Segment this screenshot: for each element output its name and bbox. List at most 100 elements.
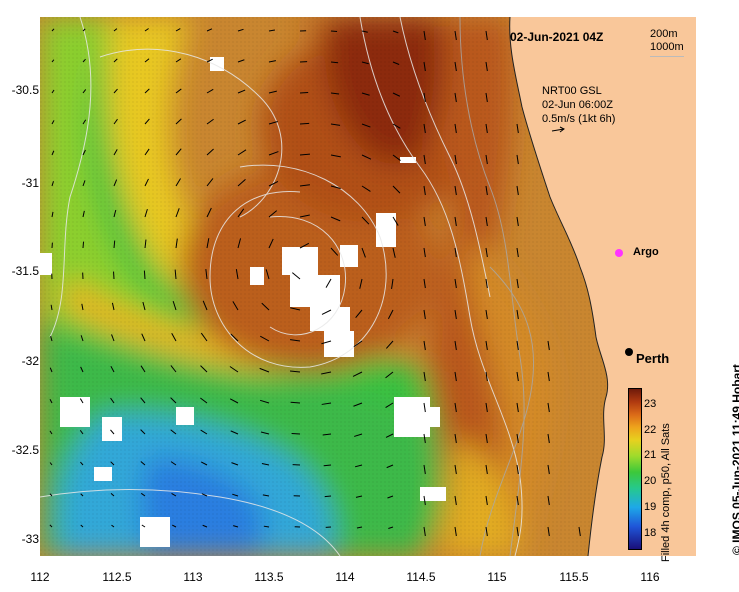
current-vector <box>110 365 115 373</box>
current-vector <box>140 492 146 497</box>
current-vector <box>111 524 115 528</box>
current-vector <box>392 185 401 194</box>
current-vector <box>385 433 394 438</box>
perth-marker[interactable] <box>625 348 633 356</box>
current-vector <box>423 154 426 165</box>
current-vector <box>175 118 182 125</box>
current-vector <box>485 495 488 506</box>
current-vector <box>355 309 363 319</box>
current-vector <box>268 238 274 249</box>
current-vector <box>237 238 242 249</box>
current-vector <box>330 247 339 256</box>
current-vector <box>454 402 457 413</box>
current-vector <box>330 30 338 33</box>
current-vector <box>140 397 146 404</box>
current-vector <box>454 92 457 103</box>
current-vector <box>206 178 214 187</box>
current-vector <box>113 28 118 32</box>
current-vector <box>485 526 488 537</box>
current-vector <box>144 88 150 94</box>
current-vector <box>51 59 55 63</box>
current-vector <box>200 365 208 373</box>
current-vector <box>172 300 177 311</box>
current-vector <box>82 28 86 32</box>
current-vector <box>454 123 457 134</box>
current-vector <box>454 371 457 382</box>
current-vector <box>263 525 270 528</box>
current-vector <box>392 216 399 226</box>
current-vector <box>485 371 488 382</box>
current-vector <box>174 269 177 280</box>
current-vector <box>578 526 581 537</box>
current-info: NRT00 GSL 02-Jun 06:00Z 0.5m/s (1kt 6h) <box>542 84 615 140</box>
current-vector <box>113 240 116 249</box>
current-vector <box>233 525 239 528</box>
current-vector <box>175 58 182 63</box>
current-vector <box>423 309 426 320</box>
current-vector <box>259 399 270 404</box>
current-vector <box>330 123 341 126</box>
current-vector <box>354 433 363 437</box>
current-vector <box>353 402 363 407</box>
current-vector <box>423 495 426 506</box>
current-vector <box>80 366 84 373</box>
current-vector <box>175 88 182 94</box>
current-vector <box>291 432 301 435</box>
current-vector <box>268 60 276 63</box>
current-vector <box>110 461 115 466</box>
current-vector <box>206 58 213 63</box>
current-vector <box>516 402 519 413</box>
current-vector <box>202 300 208 311</box>
current-vector <box>516 278 519 289</box>
current-vector <box>423 216 426 227</box>
current-vector <box>170 397 177 404</box>
current-vector <box>454 154 457 165</box>
current-vector <box>352 371 363 377</box>
current-vector <box>237 119 246 125</box>
current-vector <box>268 90 277 94</box>
current-vector <box>170 461 177 466</box>
current-vector <box>79 398 84 404</box>
current-vector <box>113 118 118 125</box>
current-vector <box>454 247 457 258</box>
current-vector <box>361 61 369 65</box>
current-vector <box>547 340 550 351</box>
current-vector <box>82 58 86 63</box>
lon-tick: 113 <box>183 570 203 584</box>
argo-float-marker[interactable] <box>615 249 623 257</box>
current-vector <box>111 302 115 311</box>
current-vector <box>516 495 519 506</box>
current-vector <box>268 29 276 32</box>
current-vector <box>232 493 239 497</box>
current-vector <box>171 492 177 497</box>
current-vector <box>547 433 550 444</box>
current-vector <box>387 495 394 499</box>
current-vector <box>175 178 181 187</box>
current-vector <box>516 433 519 444</box>
current-vector <box>81 303 84 311</box>
current-vector <box>82 89 87 94</box>
sst-colorbar <box>628 388 642 550</box>
current-vector <box>268 181 279 187</box>
land-mass <box>509 17 696 556</box>
current-vector <box>290 401 301 404</box>
current-vector <box>237 178 246 187</box>
current-vector <box>423 92 426 103</box>
current-vector <box>361 216 370 225</box>
current-vector <box>423 371 426 382</box>
current-vector <box>268 121 278 125</box>
current-vector <box>454 185 457 196</box>
current-vector <box>516 309 519 320</box>
current-vector <box>175 148 182 156</box>
current-vector <box>80 493 84 497</box>
current-vector <box>260 335 270 342</box>
lat-tick: -31 <box>21 176 39 190</box>
current-vector <box>361 154 372 160</box>
current-vector <box>516 154 519 165</box>
current-vector <box>51 28 55 32</box>
current-vector <box>361 123 371 128</box>
scale-arrow-icon <box>551 126 565 133</box>
current-vector <box>423 464 426 475</box>
depth-legend-1000: 1000m <box>650 41 684 53</box>
current-vector <box>141 333 146 342</box>
